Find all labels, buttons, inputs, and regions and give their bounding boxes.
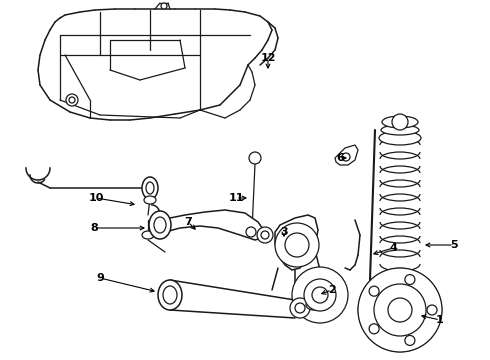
Ellipse shape [142, 177, 158, 199]
Circle shape [285, 233, 309, 257]
Ellipse shape [149, 211, 171, 239]
Circle shape [369, 324, 379, 334]
Ellipse shape [146, 182, 154, 194]
Text: 2: 2 [328, 285, 336, 295]
Polygon shape [275, 215, 318, 270]
Text: 8: 8 [90, 223, 98, 233]
Text: 3: 3 [280, 227, 288, 237]
Circle shape [275, 223, 319, 267]
Circle shape [304, 279, 336, 311]
Circle shape [261, 231, 269, 239]
Ellipse shape [142, 231, 154, 239]
Polygon shape [335, 145, 358, 165]
Circle shape [392, 114, 408, 130]
Circle shape [257, 227, 273, 243]
Circle shape [369, 286, 379, 296]
Circle shape [66, 94, 78, 106]
Ellipse shape [154, 217, 166, 233]
Text: 5: 5 [450, 240, 458, 250]
Text: 10: 10 [88, 193, 104, 203]
Circle shape [388, 298, 412, 322]
Circle shape [312, 287, 328, 303]
Text: 11: 11 [228, 193, 244, 203]
Text: 9: 9 [96, 273, 104, 283]
Circle shape [290, 298, 310, 318]
Ellipse shape [144, 196, 156, 204]
Circle shape [374, 284, 426, 336]
Circle shape [249, 152, 261, 164]
Ellipse shape [306, 300, 322, 310]
Circle shape [405, 336, 415, 346]
Text: 12: 12 [260, 53, 276, 63]
Text: 7: 7 [184, 217, 192, 227]
Ellipse shape [382, 116, 418, 128]
Ellipse shape [379, 131, 421, 145]
Circle shape [292, 267, 348, 323]
Ellipse shape [381, 125, 419, 135]
Circle shape [69, 97, 75, 103]
Circle shape [358, 268, 442, 352]
Circle shape [342, 153, 350, 161]
Text: 1: 1 [436, 315, 444, 325]
Circle shape [427, 305, 437, 315]
Text: 6: 6 [336, 153, 344, 163]
Polygon shape [160, 210, 265, 240]
Circle shape [405, 275, 415, 284]
Ellipse shape [163, 286, 177, 304]
Circle shape [295, 303, 305, 313]
Text: 4: 4 [389, 243, 397, 253]
Circle shape [161, 3, 167, 9]
Circle shape [246, 227, 256, 237]
Ellipse shape [158, 280, 182, 310]
